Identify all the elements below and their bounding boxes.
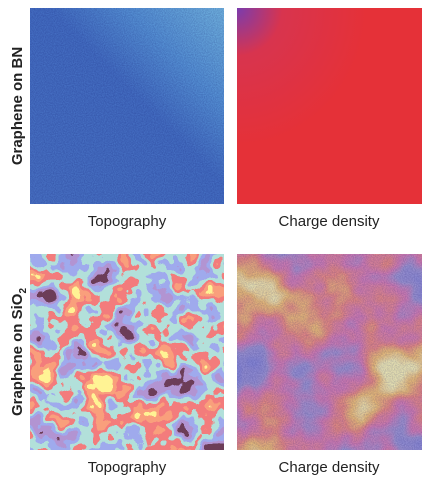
charge-density-image	[237, 8, 422, 204]
image-panel	[237, 254, 422, 450]
panel-caption: Topography	[88, 213, 167, 230]
image-texture	[30, 8, 224, 204]
panel-caption: Topography	[88, 459, 167, 476]
image-panel	[237, 8, 422, 204]
topography-image	[30, 254, 224, 450]
row-label-text: Graphene on SiO	[9, 293, 26, 416]
row-label: Graphene on BN	[9, 47, 26, 165]
image-texture	[237, 254, 422, 450]
figure: Graphene on BN Topography Charge density…	[0, 0, 423, 479]
page: Graphene on BN Topography Charge density…	[0, 0, 423, 479]
image-panel	[30, 8, 224, 204]
row-label: Graphene on SiO2	[9, 288, 29, 417]
image-panel	[30, 254, 224, 450]
row-label-subscript: 2	[18, 288, 29, 294]
panel-caption: Charge density	[279, 213, 380, 230]
panel-caption: Charge density	[279, 459, 380, 476]
